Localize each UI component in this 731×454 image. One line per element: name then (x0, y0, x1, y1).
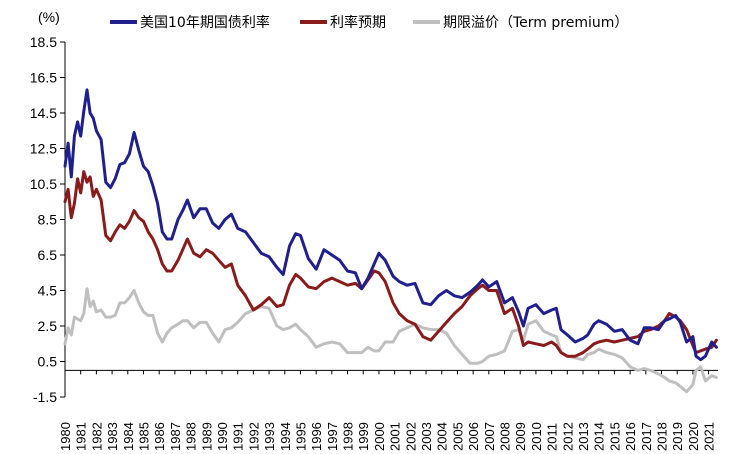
y-tick-label: -1.5 (33, 389, 57, 405)
legend-label-term-premium: 期限溢价（Term premium） (443, 15, 628, 31)
x-tick-label: 1993 (262, 422, 277, 451)
x-tick-label: 1998 (341, 422, 356, 451)
x-tick-label: 2021 (702, 422, 717, 451)
x-tick-label: 2019 (670, 422, 685, 451)
x-tick-label: 2018 (654, 422, 669, 451)
x-tick-label: 2007 (482, 422, 497, 451)
legend-label-treasury-10y: 美国10年期国债利率 (140, 14, 270, 31)
x-tick-label: 2010 (529, 422, 544, 451)
y-tick-label: 12.5 (30, 141, 57, 157)
x-tick-label: 2002 (403, 422, 418, 451)
x-tick-label: 1992 (246, 422, 261, 451)
x-tick-label: 2009 (513, 422, 528, 451)
x-tick-label: 2001 (388, 422, 403, 451)
x-tick-label: 1988 (184, 422, 199, 451)
x-tick-label: 2015 (607, 422, 622, 451)
legend-label-rate-expectation: 利率预期 (330, 14, 386, 31)
line-term-premium (63, 287, 718, 394)
x-tick-label: 2003 (419, 422, 434, 451)
y-tick-label: 0.5 (38, 354, 58, 370)
x-tick-label: 1994 (278, 422, 293, 451)
line-treasury-10y (63, 88, 718, 362)
x-tick-label: 2013 (576, 422, 591, 451)
x-tick-label: 2006 (466, 422, 481, 451)
x-tick-label: 1995 (293, 422, 308, 451)
y-tick-label: 4.5 (38, 283, 58, 299)
x-tick-label: 2005 (450, 422, 465, 451)
y-tick-label: 14.5 (30, 105, 57, 121)
y-axis-unit-label: (%) (38, 9, 60, 25)
x-tick-label: 1980 (58, 422, 73, 451)
axes: -1.5 0.5 2.5 4.5 6.5 8.5 10.5 12.5 14.5 16.5 18.5 1… (30, 34, 718, 451)
x-tick-label: 1982 (89, 422, 104, 451)
y-tick-label: 2.5 (38, 318, 58, 334)
x-tick-label: 1997 (325, 422, 340, 451)
x-tick-label: 2011 (545, 423, 560, 451)
x-tick-label: 1999 (356, 422, 371, 451)
x-tick-label: 1996 (309, 422, 324, 451)
y-tick-label: 16.5 (30, 70, 57, 86)
x-tick-label: 2017 (639, 422, 654, 451)
y-tick-label: 18.5 (30, 34, 57, 50)
x-tick-label: 1983 (105, 422, 120, 451)
y-tick-label: 10.5 (30, 176, 57, 192)
x-tick-label: 1989 (199, 422, 214, 451)
x-tick-label: 1986 (152, 422, 167, 451)
x-tick-label: 2008 (498, 422, 513, 451)
x-tick-label: 1981 (74, 422, 89, 451)
line-rate-expectation (63, 170, 718, 358)
x-tick-label: 1991 (231, 422, 246, 451)
x-tick-label: 1984 (121, 422, 136, 451)
x-tick-label: 2016 (623, 422, 638, 451)
legend: 美国10年期国债利率 利率预期 期限溢价（Term premium） (110, 14, 628, 31)
y-tick-label: 6.5 (38, 247, 58, 263)
y-tick-label: 8.5 (38, 212, 58, 228)
x-tick-label: 2012 (560, 422, 575, 451)
x-tick-label: 1990 (215, 422, 230, 451)
x-tick-label: 2000 (372, 422, 387, 451)
x-tick-label: 2020 (686, 422, 701, 451)
x-tick-label: 2004 (435, 422, 450, 451)
x-tick-label: 1985 (136, 422, 151, 451)
plot-area (63, 88, 718, 394)
x-tick-label: 1987 (168, 422, 183, 451)
x-tick-label: 2014 (592, 422, 607, 451)
